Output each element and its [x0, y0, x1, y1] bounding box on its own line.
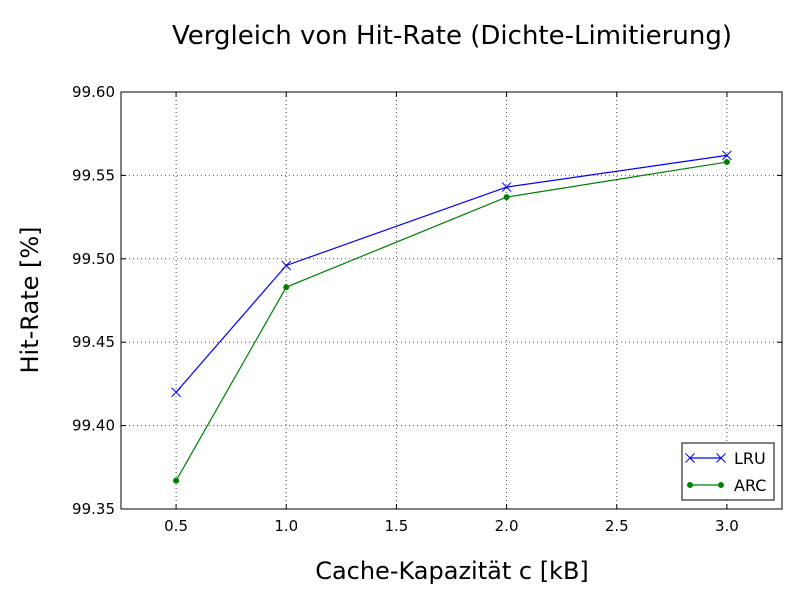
y-tick-label: 99.50 [72, 250, 115, 268]
data-point-arc [174, 478, 179, 483]
legend-label-lru: LRU [734, 449, 766, 468]
legend-marker-arc [688, 483, 693, 488]
y-tick-label: 99.45 [72, 333, 115, 351]
x-tick-label: 3.0 [715, 517, 739, 535]
x-tick-label: 1.5 [384, 517, 408, 535]
data-point-arc [504, 195, 509, 200]
legend: LRU ARC [682, 443, 774, 500]
x-tick-label: 0.5 [164, 517, 188, 535]
series-arc [174, 160, 730, 484]
data-point-arc [724, 160, 729, 165]
series-line-lru [176, 155, 727, 392]
chart-title: Vergleich von Hit-Rate (Dichte-Limitieru… [172, 21, 732, 51]
legend-label-arc: ARC [734, 476, 766, 495]
y-axis-label: Hit-Rate [%] [16, 227, 44, 374]
series-layer [172, 151, 732, 483]
series-line-arc [176, 162, 727, 481]
legend-marker-arc [719, 483, 724, 488]
data-point-lru [172, 388, 181, 397]
x-tick-label: 2.0 [495, 517, 519, 535]
axis-ticks: 0.5 1.0 1.5 2.0 2.5 3.0 99.35 99.40 99.45 99.50 99… [72, 83, 782, 535]
x-axis-label: Cache-Kapazität c [kB] [315, 557, 589, 585]
series-lru [172, 151, 732, 397]
x-tick-label: 1.0 [274, 517, 298, 535]
y-tick-label: 99.40 [72, 417, 115, 435]
x-tick-label: 2.5 [605, 517, 629, 535]
data-point-arc [284, 285, 289, 290]
y-tick-label: 99.35 [72, 500, 115, 518]
y-tick-label: 99.60 [72, 83, 115, 101]
y-tick-label: 99.55 [72, 166, 115, 184]
